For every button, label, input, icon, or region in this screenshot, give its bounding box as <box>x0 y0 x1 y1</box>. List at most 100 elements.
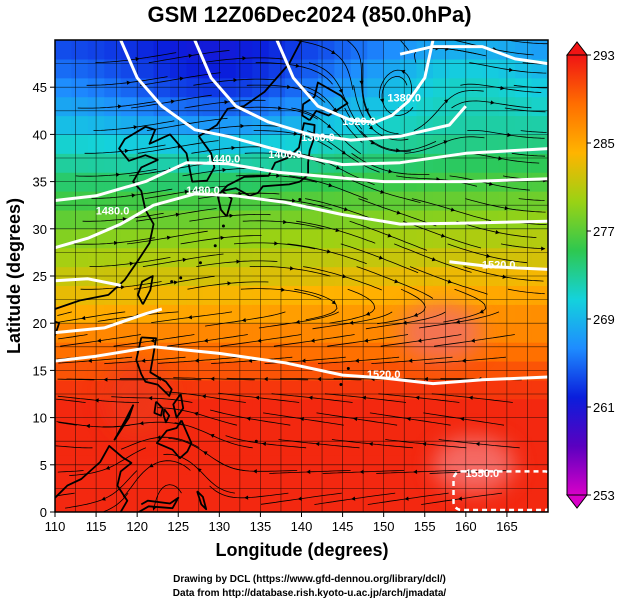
field-cell <box>400 417 418 438</box>
field-cell <box>482 304 500 324</box>
streamline-arrowhead <box>326 249 332 254</box>
field-cell <box>285 342 303 362</box>
field-cell <box>235 58 253 79</box>
field-cell <box>186 379 204 400</box>
streamline <box>57 311 72 316</box>
field-cell <box>71 266 89 287</box>
field-cell <box>55 58 73 79</box>
field-cell <box>531 304 548 324</box>
streamline-arrowhead <box>156 376 161 381</box>
field-cell <box>219 266 237 287</box>
field-cell <box>350 379 368 400</box>
streamline-arrowhead <box>413 469 418 474</box>
field-cell <box>531 398 548 419</box>
streamline-arrowhead <box>475 441 480 447</box>
field-cell <box>219 360 237 381</box>
field-cell <box>235 323 253 343</box>
field-cell <box>55 398 73 419</box>
field-cell <box>334 455 352 475</box>
x-tick-label: 115 <box>86 519 107 534</box>
field-cell <box>416 360 434 381</box>
field-cell <box>350 323 368 343</box>
field-cell <box>104 153 122 173</box>
field-cell <box>350 209 368 230</box>
field-cell <box>350 285 368 305</box>
field-cell <box>367 455 385 475</box>
field-cell <box>301 266 319 287</box>
streamline-arrowhead <box>450 207 456 212</box>
field-cell <box>482 96 500 117</box>
x-tick-label: 125 <box>167 519 189 534</box>
field-cell <box>202 323 220 343</box>
field-cell <box>186 285 204 305</box>
streamline <box>511 152 546 157</box>
field-cell <box>432 228 450 249</box>
x-tick-label: 110 <box>45 519 66 534</box>
streamline-arrowhead <box>363 338 369 343</box>
field-cell <box>170 379 188 400</box>
streamline-arrowhead <box>149 463 154 468</box>
height-contour <box>55 192 548 250</box>
streamline-arrowhead <box>488 181 494 186</box>
streamline-arrowhead <box>131 193 136 198</box>
field-cell <box>400 436 418 456</box>
field-cell <box>301 398 319 419</box>
field-cell <box>104 455 122 475</box>
field-cell <box>153 455 171 475</box>
island-dot <box>346 367 350 371</box>
y-tick-label: 0 <box>40 505 47 520</box>
streamline-arrowhead <box>502 274 507 279</box>
field-cell <box>498 96 516 117</box>
streamline-arrowhead <box>236 259 241 264</box>
field-cell <box>531 115 548 135</box>
field-cell <box>170 209 188 230</box>
field-cell <box>449 417 467 438</box>
contour-label: 1480.0 <box>96 206 130 218</box>
streamline <box>346 40 376 124</box>
field-cell <box>400 58 418 79</box>
field-cell <box>416 474 434 494</box>
field-cell <box>432 77 450 98</box>
streamline-arrowhead <box>349 320 354 325</box>
field-cell <box>268 228 286 249</box>
streamline-arrowhead <box>342 274 347 279</box>
colorbar-top-arrow <box>565 41 589 56</box>
field-cell <box>350 417 368 438</box>
field-cell <box>465 360 483 381</box>
field-cell <box>383 304 401 324</box>
streamline-arrowhead <box>179 76 184 81</box>
streamline-arrowhead <box>188 53 193 58</box>
field-cell <box>235 247 253 268</box>
field-cell <box>120 228 138 249</box>
field-cell <box>498 266 516 287</box>
field-cell <box>268 247 286 268</box>
field-cell <box>334 40 352 60</box>
field-cell <box>268 58 286 79</box>
field-cell <box>334 115 352 135</box>
streamline-arrowhead <box>210 376 215 381</box>
field-cell <box>285 228 303 249</box>
streamline-arrowhead <box>308 395 313 400</box>
y-tick-label: 20 <box>33 316 47 331</box>
field-cell <box>515 115 533 135</box>
x-axis-ticks: 110 115 120 125 130 135 140 145 150 155 160 165 <box>45 512 518 534</box>
y-tick-label: 40 <box>33 127 47 142</box>
field-cell <box>367 398 385 419</box>
field-cell <box>383 398 401 419</box>
streamline-arrowhead <box>148 396 153 401</box>
field-cell <box>268 172 286 192</box>
streamline-arrowhead <box>94 398 99 403</box>
field-cell <box>120 96 138 117</box>
field-cell <box>71 455 89 475</box>
field-cell <box>71 115 89 135</box>
field-cell <box>367 304 385 324</box>
coast-segment <box>172 393 185 419</box>
streamline-arrowhead <box>310 338 315 343</box>
field-cell <box>367 417 385 438</box>
field-cell <box>71 153 89 173</box>
y-tick-label: 35 <box>33 175 47 190</box>
field-cell <box>285 417 303 438</box>
field-cell <box>449 285 467 305</box>
field-cell <box>285 209 303 230</box>
field-cell <box>170 474 188 494</box>
